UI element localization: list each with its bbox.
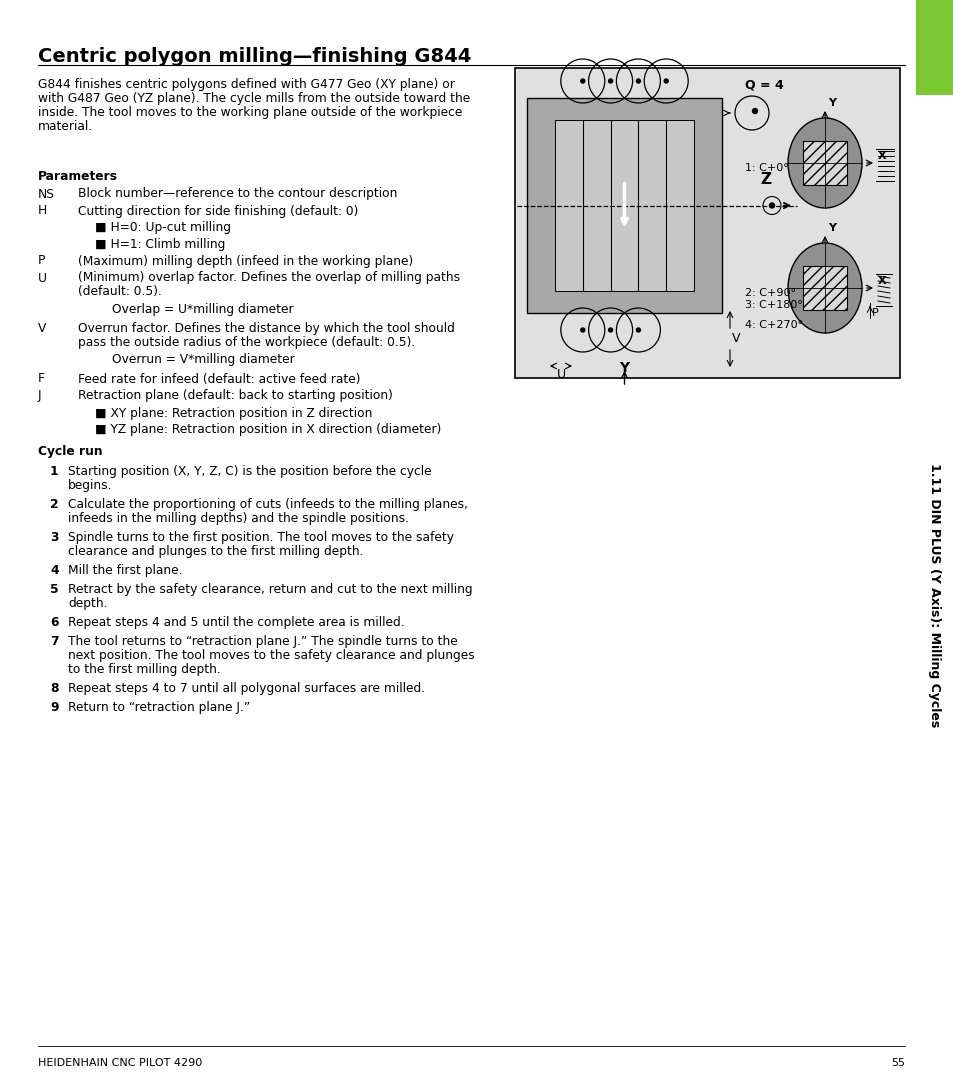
Text: with G487 Geo (YZ plane). The cycle mills from the outside toward the: with G487 Geo (YZ plane). The cycle mill… xyxy=(38,92,470,105)
Circle shape xyxy=(636,79,639,83)
Text: material.: material. xyxy=(38,120,93,133)
Text: The tool returns to “retraction plane J.” The spindle turns to the: The tool returns to “retraction plane J.… xyxy=(68,635,457,648)
Text: ■ H=0: Up-cut milling: ■ H=0: Up-cut milling xyxy=(95,221,231,235)
Text: ■ H=1: Climb milling: ■ H=1: Climb milling xyxy=(95,238,225,251)
Text: 7: 7 xyxy=(50,635,58,648)
Text: Block number—reference to the contour description: Block number—reference to the contour de… xyxy=(78,188,397,201)
Text: 2: C+90°: 2: C+90° xyxy=(744,288,795,298)
Circle shape xyxy=(608,79,612,83)
Text: Z: Z xyxy=(760,171,770,187)
Text: Repeat steps 4 and 5 until the complete area is milled.: Repeat steps 4 and 5 until the complete … xyxy=(68,616,404,630)
Text: 3: C+180°: 3: C+180° xyxy=(744,300,802,310)
Text: pass the outside radius of the workpiece (default: 0.5).: pass the outside radius of the workpiece… xyxy=(78,336,415,349)
Text: Calculate the proportioning of cuts (infeeds to the milling planes,: Calculate the proportioning of cuts (inf… xyxy=(68,497,468,511)
Text: NS: NS xyxy=(38,188,55,201)
Bar xyxy=(526,98,721,313)
Text: Y: Y xyxy=(827,98,835,108)
Bar xyxy=(802,266,846,310)
Text: to the first milling depth.: to the first milling depth. xyxy=(68,663,220,676)
Text: Feed rate for infeed (default: active feed rate): Feed rate for infeed (default: active fe… xyxy=(78,372,360,385)
Circle shape xyxy=(663,79,667,83)
Text: 1.11 DIN PLUS (Y Axis): Milling Cycles: 1.11 DIN PLUS (Y Axis): Milling Cycles xyxy=(927,464,941,728)
Text: clearance and plunges to the first milling depth.: clearance and plunges to the first milli… xyxy=(68,546,363,558)
Text: Starting position (X, Y, Z, C) is the position before the cycle: Starting position (X, Y, Z, C) is the po… xyxy=(68,465,431,478)
Text: V: V xyxy=(38,322,47,335)
Text: infeeds in the milling depths) and the spindle positions.: infeeds in the milling depths) and the s… xyxy=(68,512,409,525)
Text: X: X xyxy=(877,276,885,286)
Text: ■ YZ plane: Retraction position in X direction (diameter): ■ YZ plane: Retraction position in X dir… xyxy=(95,423,441,436)
Text: U: U xyxy=(38,272,47,285)
Ellipse shape xyxy=(787,243,862,333)
Circle shape xyxy=(580,79,584,83)
Text: Overlap = U*milling diameter: Overlap = U*milling diameter xyxy=(112,302,294,315)
Text: 8: 8 xyxy=(50,682,58,695)
Ellipse shape xyxy=(787,118,862,208)
Circle shape xyxy=(752,108,757,113)
Text: X: X xyxy=(877,151,885,161)
Text: (default: 0.5).: (default: 0.5). xyxy=(78,286,162,299)
Text: 5: 5 xyxy=(50,583,58,596)
Text: G844 finishes centric polygons defined with G477 Geo (XY plane) or: G844 finishes centric polygons defined w… xyxy=(38,77,455,91)
Text: P: P xyxy=(871,308,878,317)
Text: 6: 6 xyxy=(50,616,58,630)
Text: 3: 3 xyxy=(50,531,58,544)
Text: next position. The tool moves to the safety clearance and plunges: next position. The tool moves to the saf… xyxy=(68,649,475,662)
Text: 2: 2 xyxy=(50,497,58,511)
Text: ■ XY plane: Retraction position in Z direction: ■ XY plane: Retraction position in Z dir… xyxy=(95,407,372,420)
Circle shape xyxy=(769,203,774,208)
Text: Spindle turns to the first position. The tool moves to the safety: Spindle turns to the first position. The… xyxy=(68,531,454,544)
Text: inside. The tool moves to the working plane outside of the workpiece: inside. The tool moves to the working pl… xyxy=(38,106,462,119)
Text: Parameters: Parameters xyxy=(38,170,118,183)
Bar xyxy=(515,68,899,377)
Circle shape xyxy=(608,328,612,332)
Text: Y: Y xyxy=(827,223,835,233)
Text: 4: 4 xyxy=(50,564,58,577)
Text: 4: C+270°: 4: C+270° xyxy=(744,320,802,329)
Text: Return to “retraction plane J.”: Return to “retraction plane J.” xyxy=(68,702,250,714)
Text: V: V xyxy=(731,333,740,346)
Text: Overrun factor. Defines the distance by which the tool should: Overrun factor. Defines the distance by … xyxy=(78,322,455,335)
Text: F: F xyxy=(38,372,45,385)
Text: depth.: depth. xyxy=(68,597,108,610)
Text: 1: C+0°: 1: C+0° xyxy=(744,163,788,173)
Bar xyxy=(555,120,693,291)
Circle shape xyxy=(580,328,584,332)
Text: Q = 4: Q = 4 xyxy=(744,77,783,91)
Text: Retract by the safety clearance, return and cut to the next milling: Retract by the safety clearance, return … xyxy=(68,583,472,596)
Text: 1: 1 xyxy=(50,465,58,478)
Bar xyxy=(802,141,846,185)
Text: HEIDENHAIN CNC PILOT 4290: HEIDENHAIN CNC PILOT 4290 xyxy=(38,1058,202,1068)
Text: Centric polygon milling—finishing G844: Centric polygon milling—finishing G844 xyxy=(38,47,471,65)
Text: J: J xyxy=(38,389,42,403)
Text: Cutting direction for side finishing (default: 0): Cutting direction for side finishing (de… xyxy=(78,204,358,217)
Text: Y: Y xyxy=(618,361,629,375)
Text: Repeat steps 4 to 7 until all polygonal surfaces are milled.: Repeat steps 4 to 7 until all polygonal … xyxy=(68,682,425,695)
Circle shape xyxy=(636,328,639,332)
Text: P: P xyxy=(38,254,46,267)
Text: U: U xyxy=(556,368,565,381)
Text: 9: 9 xyxy=(50,702,58,714)
Text: H: H xyxy=(38,204,48,217)
Text: (Maximum) milling depth (infeed in the working plane): (Maximum) milling depth (infeed in the w… xyxy=(78,254,413,267)
Text: Overrun = V*milling diameter: Overrun = V*milling diameter xyxy=(112,353,294,365)
Text: (Minimum) overlap factor. Defines the overlap of milling paths: (Minimum) overlap factor. Defines the ov… xyxy=(78,272,459,285)
Bar xyxy=(915,0,953,95)
Text: 55: 55 xyxy=(890,1058,904,1068)
Text: begins.: begins. xyxy=(68,479,112,492)
Text: Cycle run: Cycle run xyxy=(38,445,103,458)
Text: Retraction plane (default: back to starting position): Retraction plane (default: back to start… xyxy=(78,389,393,403)
Text: Mill the first plane.: Mill the first plane. xyxy=(68,564,182,577)
